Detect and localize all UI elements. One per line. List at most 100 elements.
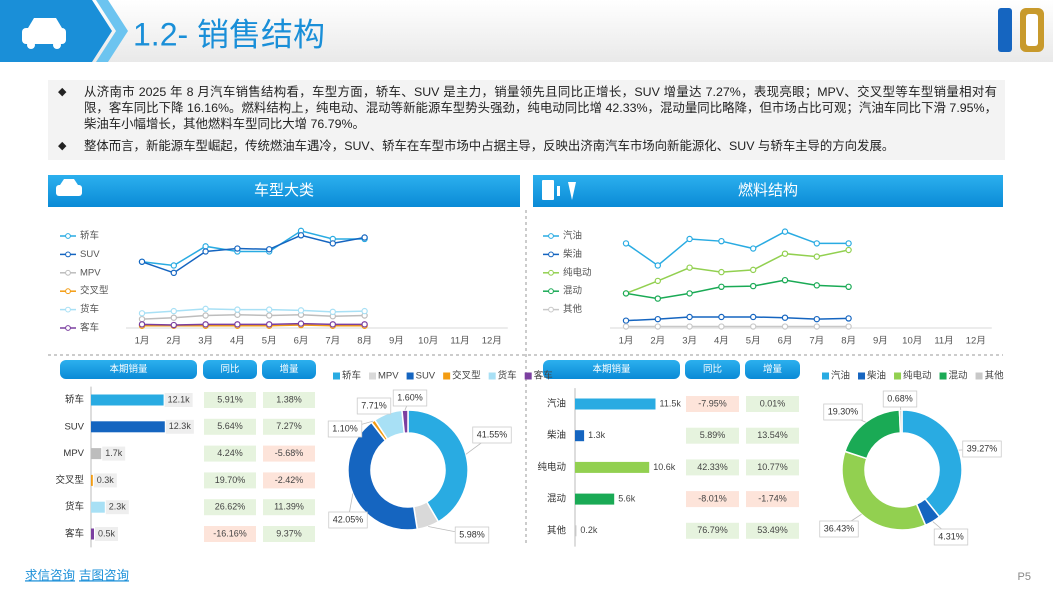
footer-link[interactable]: 吉图咨询 <box>79 567 129 582</box>
cell <box>204 392 256 408</box>
point <box>781 228 789 235</box>
page-title: 1.2- 销售结构 <box>133 16 325 52</box>
point <box>654 277 662 285</box>
point <box>297 307 305 314</box>
point <box>361 307 368 315</box>
table-header <box>685 360 740 379</box>
x-tick-label: 9月 <box>389 336 404 347</box>
x-tick-label: 10月 <box>902 336 922 347</box>
bar <box>575 493 615 505</box>
legend-marker <box>548 269 554 276</box>
legend-marker <box>65 306 71 313</box>
cell <box>263 418 315 435</box>
point <box>361 234 368 241</box>
slice <box>898 409 903 434</box>
data-label-box <box>328 511 368 529</box>
category-label: 交叉型 <box>55 474 84 486</box>
point <box>654 262 662 269</box>
cell <box>686 491 739 508</box>
cell-label: 76.79% <box>697 525 728 535</box>
x-tick-label: 12月 <box>482 336 502 347</box>
table-header <box>262 360 316 379</box>
cell <box>686 396 739 412</box>
value-box <box>102 446 126 461</box>
category-label: 货车 <box>65 501 84 513</box>
panel-title: 车型大类 <box>254 182 314 199</box>
point <box>750 323 757 330</box>
category-label: 混动 <box>547 494 566 505</box>
legend-label: MPV <box>80 267 101 278</box>
point <box>622 323 630 330</box>
legend-label: 交叉型 <box>452 370 481 382</box>
legend-label: SUV <box>416 371 436 382</box>
point <box>654 295 662 302</box>
x-tick-label: 8月 <box>841 336 856 347</box>
legend-swatch <box>894 372 902 380</box>
cell <box>263 499 315 516</box>
point <box>781 250 789 257</box>
point <box>622 240 630 247</box>
data-label: 1.10% <box>332 423 358 433</box>
point <box>813 323 821 330</box>
point <box>138 315 146 323</box>
cell <box>746 522 799 539</box>
legend-swatch <box>406 372 414 380</box>
x-tick-label: 3月 <box>198 336 213 347</box>
point <box>845 323 852 330</box>
cell-label: 0.01% <box>760 398 786 408</box>
table-header <box>203 360 257 379</box>
point <box>297 320 305 327</box>
category-label: 其他 <box>547 524 567 536</box>
value-box <box>165 419 194 434</box>
x-tick-label: 8月 <box>357 336 372 347</box>
point <box>781 314 789 321</box>
point <box>202 312 209 319</box>
table-header-label: 增量 <box>763 363 783 375</box>
legend-label: 货车 <box>80 303 99 315</box>
x-tick-label: 11月 <box>934 336 953 347</box>
legend-label: 客车 <box>534 370 553 382</box>
data-label-box <box>472 426 512 444</box>
footer-link[interactable]: 求信咨询 <box>25 567 75 582</box>
point <box>622 317 630 324</box>
x-tick-label: 7月 <box>809 336 824 347</box>
point <box>845 240 852 247</box>
point <box>845 315 852 322</box>
legend-label: 柴油 <box>563 248 582 260</box>
slice <box>407 409 469 523</box>
point <box>845 246 852 254</box>
bar <box>91 394 164 406</box>
cell-label: 7.27% <box>276 421 302 431</box>
point <box>813 315 821 323</box>
data-label-box <box>327 420 363 438</box>
category-label: 纯电动 <box>537 461 566 473</box>
cell <box>746 491 799 508</box>
x-tick-label: 6月 <box>778 336 793 347</box>
cell-label: 9.37% <box>276 528 302 538</box>
point <box>750 282 757 290</box>
point <box>718 313 725 321</box>
x-tick-label: 3月 <box>682 336 697 347</box>
legend-swatch <box>858 372 866 380</box>
series-line <box>625 230 849 267</box>
legend-label: 轿车 <box>80 230 99 242</box>
data-label: 42.05% <box>333 514 364 524</box>
legend-label: 纯电动 <box>903 370 932 382</box>
panel-title: 燃料结构 <box>738 181 798 199</box>
point <box>686 235 693 243</box>
point <box>266 246 273 253</box>
legend-label: 其他 <box>563 303 583 315</box>
value-label: 0.3k <box>97 475 115 485</box>
cell <box>746 396 799 412</box>
point <box>845 283 852 290</box>
data-label-box <box>454 526 490 544</box>
legend-label: 混动 <box>949 371 968 382</box>
cell-label: -5.68% <box>275 448 304 458</box>
legend-swatch <box>488 372 496 380</box>
category-label: 柴油 <box>547 429 566 441</box>
category-label: MPV <box>63 448 84 459</box>
cell <box>204 418 256 435</box>
legend-label: 柴油 <box>867 370 886 382</box>
data-label: 4.31% <box>938 531 964 541</box>
data-label: 1.60% <box>397 392 423 402</box>
